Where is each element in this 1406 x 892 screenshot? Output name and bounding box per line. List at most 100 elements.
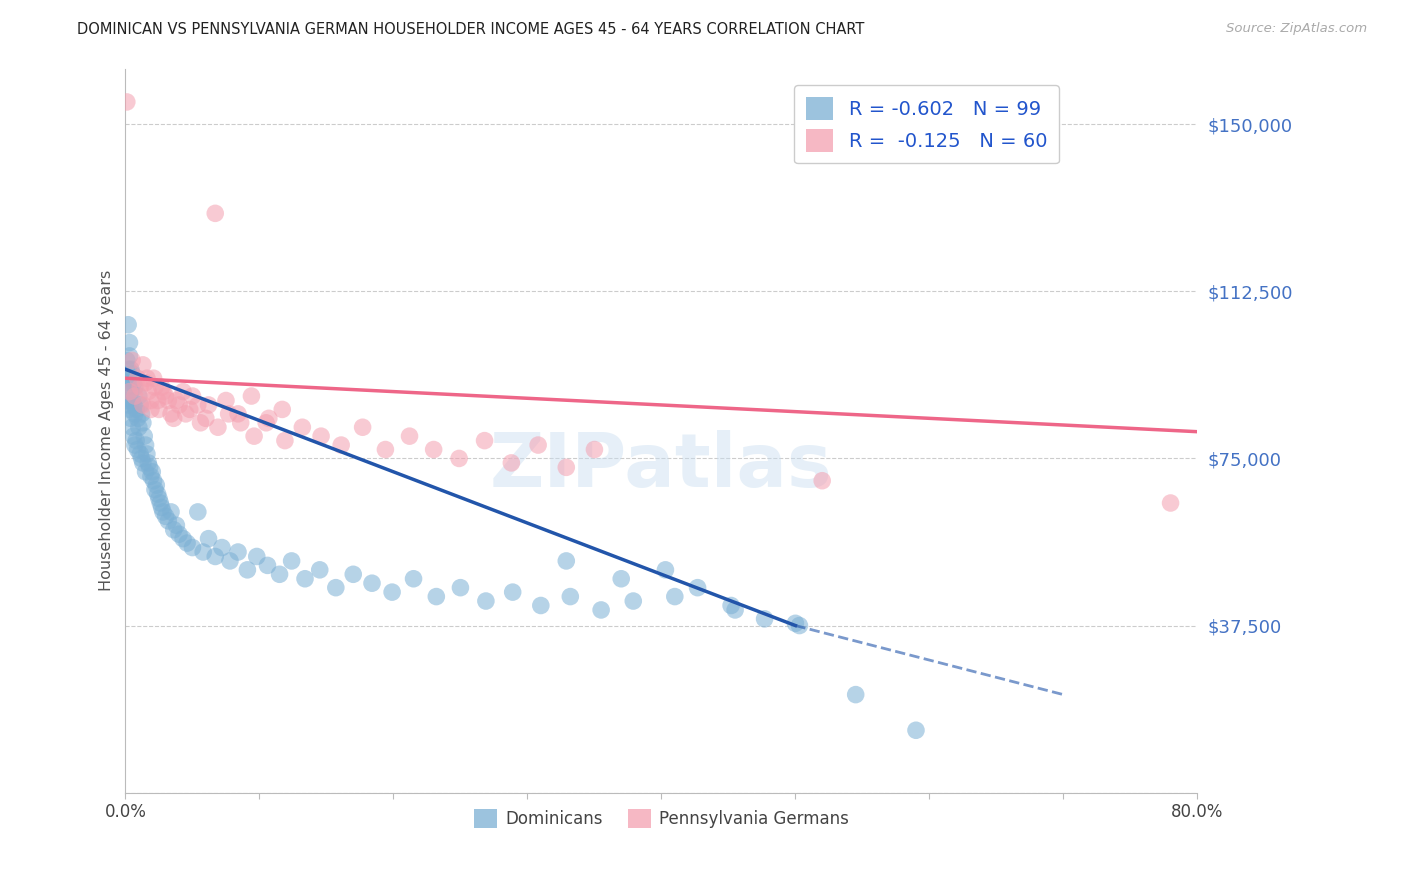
Point: [117, 318, 139, 332]
Point: [226, 407, 249, 421]
Point: [135, 465, 157, 479]
Point: [167, 398, 190, 412]
Point: [187, 398, 209, 412]
Point: [132, 398, 155, 412]
Point: [291, 420, 314, 434]
Legend: Dominicans, Pennsylvania Germans: Dominicans, Pennsylvania Germans: [467, 803, 856, 835]
Point: [240, 389, 263, 403]
Point: [1160, 496, 1182, 510]
Point: [398, 429, 420, 443]
Point: [143, 483, 166, 497]
Point: [165, 393, 187, 408]
Point: [149, 496, 172, 510]
Point: [845, 688, 868, 702]
Text: Source: ZipAtlas.com: Source: ZipAtlas.com: [1226, 22, 1367, 36]
Point: [271, 402, 294, 417]
Point: [160, 505, 183, 519]
Point: [904, 723, 927, 738]
Point: [686, 581, 709, 595]
Point: [274, 434, 297, 448]
Point: [155, 389, 177, 403]
Point: [207, 420, 229, 434]
Point: [117, 362, 139, 376]
Point: [127, 371, 149, 385]
Point: [474, 434, 496, 448]
Point: [197, 532, 219, 546]
Point: [135, 447, 157, 461]
Point: [165, 518, 187, 533]
Point: [167, 527, 190, 541]
Point: [236, 563, 259, 577]
Point: [172, 384, 194, 399]
Point: [129, 398, 152, 412]
Point: [145, 478, 167, 492]
Point: [257, 411, 280, 425]
Point: [139, 402, 162, 417]
Point: [139, 469, 162, 483]
Point: [127, 411, 149, 425]
Point: [115, 95, 138, 109]
Point: [127, 442, 149, 457]
Point: [172, 532, 194, 546]
Point: [342, 567, 364, 582]
Point: [204, 549, 226, 564]
Point: [125, 402, 148, 417]
Text: ZIPatlas: ZIPatlas: [491, 430, 832, 503]
Text: DOMINICAN VS PENNSYLVANIA GERMAN HOUSEHOLDER INCOME AGES 45 - 64 YEARS CORRELATI: DOMINICAN VS PENNSYLVANIA GERMAN HOUSEHO…: [77, 22, 865, 37]
Point: [560, 590, 582, 604]
Point: [134, 429, 156, 443]
Point: [163, 411, 186, 425]
Point: [215, 393, 238, 408]
Point: [361, 576, 384, 591]
Point: [583, 442, 606, 457]
Point: [124, 407, 146, 421]
Point: [502, 585, 524, 599]
Point: [121, 367, 143, 381]
Point: [555, 460, 578, 475]
Point: [754, 612, 776, 626]
Point: [142, 371, 165, 385]
Point: [117, 398, 139, 412]
Point: [811, 474, 834, 488]
Point: [330, 438, 353, 452]
Point: [610, 572, 633, 586]
Point: [132, 358, 155, 372]
Point: [475, 594, 498, 608]
Point: [115, 353, 138, 368]
Point: [146, 487, 169, 501]
Point: [121, 393, 143, 408]
Point: [135, 371, 157, 385]
Point: [449, 581, 471, 595]
Point: [124, 380, 146, 394]
Point: [194, 411, 217, 425]
Point: [155, 509, 177, 524]
Point: [121, 353, 143, 368]
Point: [118, 335, 141, 350]
Point: [243, 429, 266, 443]
Point: [204, 206, 226, 220]
Point: [125, 434, 148, 448]
Point: [157, 514, 180, 528]
Point: [115, 376, 138, 390]
Point: [136, 384, 159, 399]
Point: [131, 451, 153, 466]
Point: [254, 416, 277, 430]
Point: [122, 398, 145, 412]
Point: [163, 523, 186, 537]
Point: [197, 398, 219, 412]
Point: [122, 429, 145, 443]
Point: [527, 438, 550, 452]
Point: [621, 594, 644, 608]
Point: [135, 376, 157, 390]
Point: [160, 407, 183, 421]
Point: [211, 541, 233, 555]
Point: [246, 549, 269, 564]
Point: [190, 416, 212, 430]
Point: [501, 456, 523, 470]
Point: [131, 407, 153, 421]
Point: [219, 554, 242, 568]
Point: [193, 545, 215, 559]
Point: [132, 416, 155, 430]
Point: [150, 380, 173, 394]
Point: [138, 460, 160, 475]
